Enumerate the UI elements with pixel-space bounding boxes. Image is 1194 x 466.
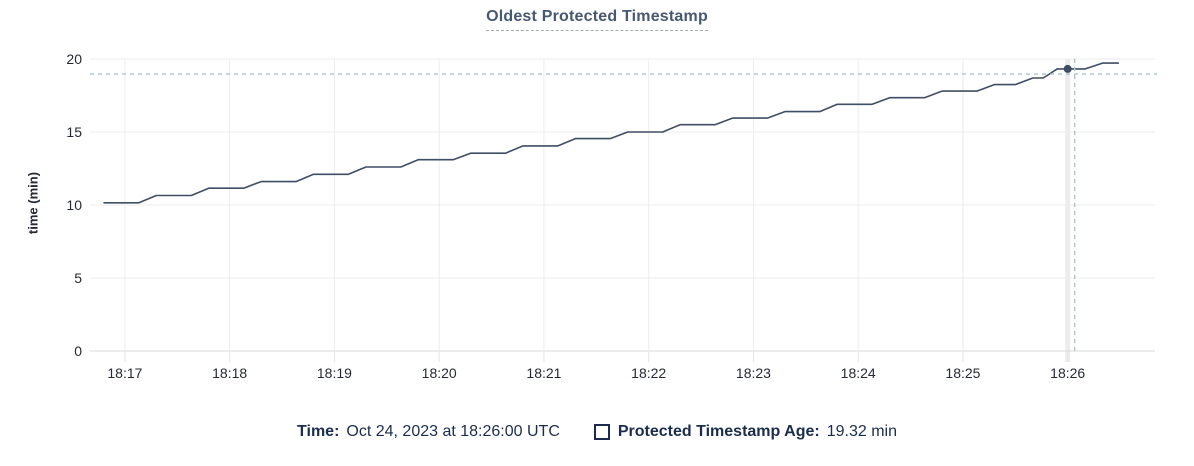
x-tick-label: 18:25 [945, 365, 980, 381]
legend: Time: Oct 24, 2023 at 18:26:00 UTC Prote… [0, 421, 1194, 443]
y-tick-label: 0 [74, 343, 82, 359]
chart-title[interactable]: Oldest Protected Timestamp [486, 8, 708, 31]
y-tick-label: 5 [74, 270, 82, 286]
hover-data-point [1063, 64, 1072, 73]
x-tick-label: 18:19 [317, 365, 352, 381]
legend-time-value: Oct 24, 2023 at 18:26:00 UTC [346, 423, 560, 440]
x-tick-label: 18:20 [422, 365, 457, 381]
legend-time-label: Time: [297, 423, 340, 440]
x-tick-label: 18:26 [1050, 365, 1085, 381]
x-tick-label: 18:24 [841, 365, 876, 381]
x-tick-label: 18:17 [107, 365, 142, 381]
y-tick-label: 15 [66, 124, 82, 140]
series-line-protected-timestamp-age [103, 62, 1120, 204]
x-tick-label: 18:23 [736, 365, 771, 381]
plot-area[interactable]: 0 5 10 15 20 18:17 18:18 18:19 18:20 18:21 18:22 18… [0, 0, 1194, 400]
legend-series-value: 19.32 min [826, 423, 897, 440]
chart-title-row: Oldest Protected Timestamp [0, 8, 1194, 31]
x-tick-label: 18:18 [212, 365, 247, 381]
legend-series-label: Protected Timestamp Age: [617, 423, 820, 440]
y-tick-label: 10 [66, 197, 82, 213]
x-tick-label: 18:22 [631, 365, 666, 381]
series-toggle-checkbox-icon[interactable] [593, 424, 610, 440]
x-tick-label: 18:21 [526, 365, 561, 381]
y-tick-label: 20 [66, 51, 82, 67]
